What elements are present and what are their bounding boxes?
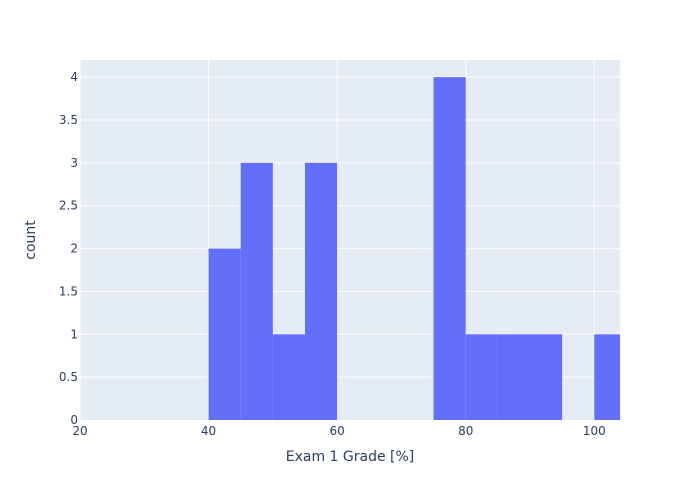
y-tick-label: 0 [70,413,78,427]
histogram-bar[interactable] [272,334,305,420]
y-tick-label: 2 [70,242,78,256]
y-tick-label: 3 [70,156,78,170]
y-tick-label: 1.5 [59,284,78,298]
x-tick-label: 40 [201,424,216,438]
histogram-bar[interactable] [497,334,530,420]
x-axis-ticks: 20 40 60 80 100 [72,424,605,438]
x-tick-label: 20 [72,424,87,438]
y-tick-label: 4 [70,70,78,84]
x-tick-label: 60 [330,424,345,438]
bars [208,77,620,421]
histogram-bar[interactable] [465,334,498,420]
y-axis-title: count [23,220,39,260]
histogram-bar[interactable] [594,334,620,420]
y-axis-ticks: 0 0.5 1 1.5 2 2.5 3 3.5 4 [59,70,78,427]
histogram-bar[interactable] [530,334,563,420]
y-tick-label: 1 [70,327,78,341]
histogram-bar[interactable] [433,77,466,421]
y-tick-label: 2.5 [59,199,78,213]
histogram-bar[interactable] [208,248,241,420]
histogram-bar[interactable] [240,162,273,420]
x-tick-label: 100 [583,424,606,438]
y-tick-label: 0.5 [59,370,78,384]
histogram-bar[interactable] [305,162,338,420]
x-tick-label: 80 [458,424,473,438]
y-tick-label: 3.5 [59,113,78,127]
x-axis-title: Exam 1 Grade [%] [286,449,415,465]
